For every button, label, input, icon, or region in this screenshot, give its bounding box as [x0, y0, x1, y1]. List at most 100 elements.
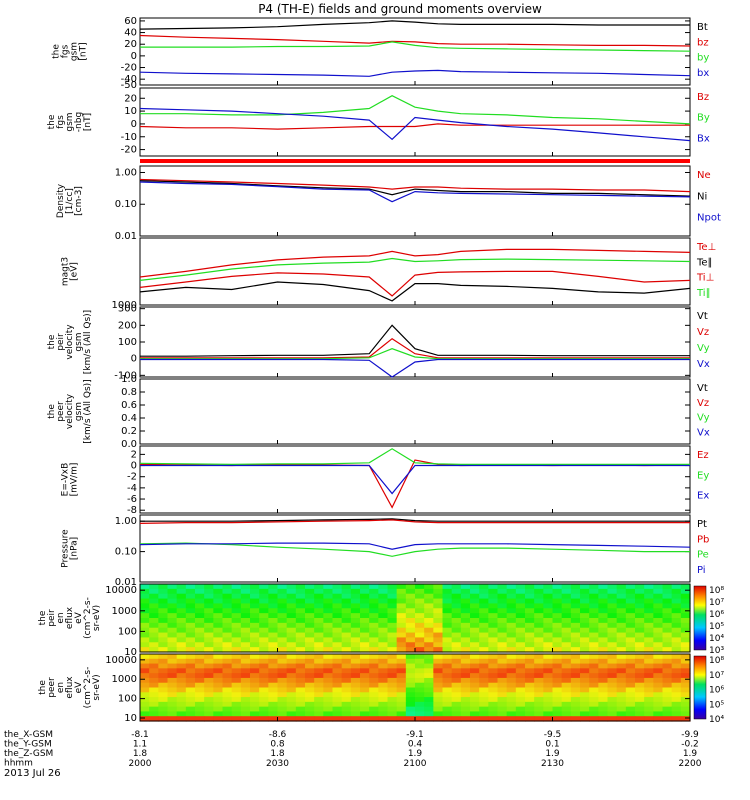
spectrogram-cell [286, 632, 297, 639]
spectrogram-cell [589, 711, 599, 717]
spectrogram-cell [387, 663, 398, 669]
spectrogram-cell [442, 647, 453, 653]
spectrogram-cell [222, 668, 233, 674]
spectrogram-cell [607, 716, 618, 722]
spectrogram-cell [552, 701, 563, 708]
spectrogram-cell [158, 687, 169, 693]
y-axis-label: peer [56, 401, 66, 422]
spectrogram-cell [378, 642, 389, 648]
spectrogram-cell [213, 584, 224, 590]
spectrogram-cell [185, 603, 196, 609]
spectrogram-cell [625, 668, 636, 674]
spectrogram-cell [680, 658, 691, 665]
spectrogram-cell [607, 697, 618, 703]
spectrogram-cell [525, 637, 535, 643]
spectrogram-cell [506, 711, 517, 717]
spectrogram-cell [644, 682, 654, 689]
spectrogram-cell [488, 677, 499, 684]
spectrogram-cell [378, 716, 389, 722]
spectrogram-cell [488, 673, 499, 679]
spectrogram-cell [341, 608, 352, 614]
spectrogram-cell [286, 613, 297, 619]
spectrogram-cell [680, 682, 691, 689]
spectrogram-cell [405, 701, 416, 708]
spectrogram-cell [176, 663, 187, 669]
ephemeris-label: the_X-GSM [4, 730, 53, 740]
series-line-by [140, 41, 691, 52]
spectrogram-cell [231, 593, 242, 600]
spectrogram-cell [396, 598, 407, 605]
spectrogram-cell [616, 613, 627, 619]
spectrogram-cell [506, 627, 517, 634]
spectrogram-cell [607, 668, 618, 674]
spectrogram-cell [195, 677, 205, 684]
spectrogram-cell [479, 632, 489, 639]
y-axis-label: [km/s (All Qs)] [83, 310, 93, 374]
spectrogram-cell [616, 658, 627, 665]
spectrogram-cell [625, 701, 636, 708]
spectrogram-cell [598, 618, 609, 624]
spectrogram-cell [561, 632, 572, 639]
spectrogram-cell [332, 608, 343, 614]
spectrogram-cell [195, 701, 205, 708]
legend-entry: Vx [697, 359, 710, 370]
spectrogram-cell [451, 603, 462, 609]
spectrogram-cell [543, 663, 554, 669]
spectrogram-cell [140, 613, 150, 619]
y-tick-label: 20 [124, 39, 137, 50]
spectrogram-cell [580, 716, 590, 722]
spectrogram-cell [433, 706, 444, 713]
spectrogram-cell [268, 682, 279, 689]
spectrogram-cell [332, 603, 343, 609]
spectrogram-cell [286, 642, 297, 648]
spectrogram-cell [561, 716, 572, 722]
spectrogram-cell [680, 647, 691, 653]
spectrogram-cell [543, 588, 554, 595]
spectrogram-cell [167, 663, 178, 669]
spectrogram-cell [470, 642, 480, 648]
spectrogram-cell [323, 642, 334, 648]
spectrogram-cell [369, 677, 379, 684]
spectrogram-cell [497, 673, 508, 679]
spectrogram-cell [534, 632, 544, 639]
spectrogram-cell [213, 668, 224, 674]
spectrogram-cell [250, 618, 260, 624]
spectrogram-cell [644, 697, 654, 703]
spectrogram-cell [644, 692, 654, 698]
spectrogram-cell [378, 697, 389, 703]
spectrogram-cell [259, 584, 269, 590]
spectrogram-cell [635, 716, 645, 722]
spectrogram-cell [277, 598, 288, 605]
spectrogram-cell [314, 632, 324, 639]
spectrogram-cell [607, 593, 618, 600]
spectrogram-cell [259, 682, 269, 689]
spectrogram-cell [680, 716, 691, 722]
spectrogram-cell [323, 608, 334, 614]
spectrogram-cell [589, 613, 599, 619]
spectrogram-cell [424, 613, 434, 619]
spectrogram-cell [240, 701, 251, 708]
spectrogram-cell [350, 627, 361, 634]
spectrogram-cell [250, 627, 260, 634]
spectrogram-cell [213, 647, 224, 653]
spectrogram-cell [451, 622, 462, 629]
spectrogram-cell [497, 706, 508, 713]
spectrogram-cell [286, 603, 297, 609]
spectrogram-cell [442, 658, 453, 665]
spectrogram-cell [680, 663, 691, 669]
spectrogram-cell [470, 622, 480, 629]
spectrogram-cell [305, 658, 315, 665]
spectrogram-cell [635, 706, 645, 713]
spectrogram-cell [598, 637, 609, 643]
spectrogram-cell [552, 603, 563, 609]
spectrogram-cell [341, 642, 352, 648]
spectrogram-cell [378, 677, 389, 684]
spectrogram-cell [635, 668, 645, 674]
spectrogram-cell [140, 701, 150, 708]
spectrogram-cell [387, 613, 398, 619]
spectrogram-cell [286, 658, 297, 665]
spectrogram-cell [671, 618, 682, 624]
spectrogram-cell [424, 598, 434, 605]
spectrogram-cell [176, 706, 187, 713]
